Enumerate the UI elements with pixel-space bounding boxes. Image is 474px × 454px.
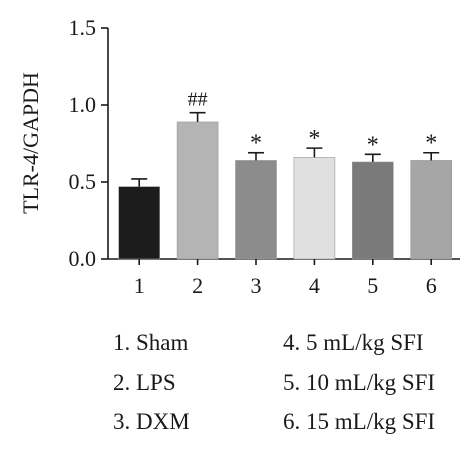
bar-1: [118, 186, 160, 260]
y-tick-label: 1.0: [69, 92, 97, 117]
x-tick-labels: 1 2 3 4 5 6: [134, 259, 437, 298]
bar-2: [176, 121, 219, 260]
significance-marker-6: *: [425, 131, 437, 157]
legend-item-sfi-15: 6. 15 mL/kg SFI: [283, 409, 436, 434]
y-tick-labels: 0.0 0.5 1.0 1.5: [69, 15, 108, 271]
y-tick-label: 1.5: [69, 15, 97, 40]
x-tick-label-4: 4: [309, 273, 320, 298]
x-tick-label-2: 2: [192, 273, 203, 298]
significance-marker-2: ##: [188, 89, 208, 111]
x-tick-label-6: 6: [426, 273, 437, 298]
y-axis-label: TLR-4/GAPDH: [18, 72, 43, 214]
y-tick-label: 0.0: [69, 246, 97, 271]
x-tick-label-1: 1: [134, 273, 145, 298]
x-tick-label-3: 3: [251, 273, 262, 298]
bar-4: [293, 157, 336, 260]
bars: [118, 121, 453, 260]
legend-item-sham: 1. Sham: [113, 330, 189, 355]
legend-item-dxm: 3. DXM: [113, 409, 190, 434]
bar-chart: TLR-4/GAPDH ## * * * * 1 2 3 4 5 6 0.0 0.5 1.0 1.5: [18, 15, 460, 298]
significance-marker-5: *: [367, 132, 379, 158]
bar-6: [410, 160, 453, 260]
axes: [107, 28, 460, 260]
significance-marker-3: *: [250, 131, 262, 157]
significance-marker-4: *: [308, 126, 320, 152]
legend-item-sfi-10: 5. 10 mL/kg SFI: [283, 370, 436, 395]
y-axis-label-group: TLR-4/GAPDH: [18, 72, 43, 214]
legend-item-sfi-5: 4. 5 mL/kg SFI: [283, 330, 424, 355]
group-legend: 1. Sham 2. LPS 3. DXM 4. 5 mL/kg SFI 5. …: [0, 320, 474, 450]
legend-item-lps: 2. LPS: [113, 370, 176, 395]
bar-3: [235, 160, 277, 260]
error-bars: [131, 111, 440, 187]
x-tick-label-5: 5: [367, 273, 378, 298]
y-tick-label: 0.5: [69, 169, 97, 194]
significance-markers: ## * * * *: [188, 89, 438, 159]
bar-5: [351, 161, 394, 260]
